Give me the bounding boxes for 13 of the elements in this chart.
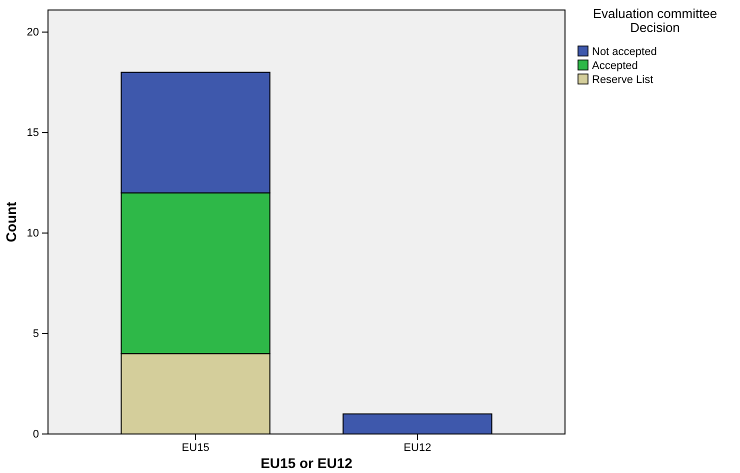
y-tick-label: 5 (32, 328, 39, 340)
y-tick-label: 20 (26, 26, 39, 39)
legend-label: Accepted (592, 60, 638, 72)
y-tick-label: 0 (32, 428, 39, 441)
x-tick-label: EU15 (182, 442, 210, 454)
legend-title: Evaluation committee Decision (592, 6, 718, 35)
y-tick-label: 15 (26, 127, 39, 140)
y-tick-label: 10 (26, 228, 39, 240)
y-axis-title: Count (3, 201, 19, 242)
x-axis-title: EU15 or EU12 (260, 455, 353, 471)
legend-label: Reserve List (592, 74, 654, 86)
legend-label: Not accepted (592, 46, 657, 58)
x-tick-label: EU12 (404, 442, 432, 454)
